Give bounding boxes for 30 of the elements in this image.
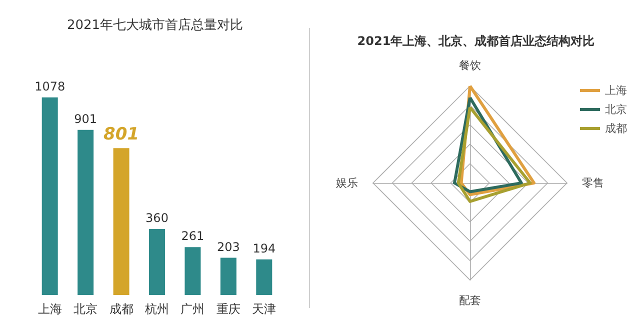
legend-label: 上海 <box>605 84 627 97</box>
x-tick-label: 成都 <box>109 302 134 316</box>
data-label: 261 <box>181 229 204 244</box>
legend-label: 成都 <box>605 122 627 135</box>
x-tick-label: 重庆 <box>216 302 240 316</box>
bar <box>78 130 94 295</box>
bar <box>149 229 165 295</box>
x-tick-label: 天津 <box>252 302 276 316</box>
data-label: 801 <box>104 124 140 145</box>
data-label: 901 <box>74 112 98 126</box>
chart-title: 2021年七大城市首店总量对比 <box>66 17 244 33</box>
x-tick-label: 广州 <box>180 302 205 316</box>
spoke-label: 零售 <box>582 176 604 190</box>
bar <box>256 259 272 295</box>
chart-title: 2021年上海、北京、成都首店业态结构对比 <box>357 34 595 48</box>
data-label: 203 <box>216 240 240 254</box>
legend-label: 北京 <box>605 103 627 116</box>
bar <box>42 97 58 295</box>
spoke-label: 娱乐 <box>336 176 358 190</box>
spoke-label: 餐饮 <box>459 59 481 72</box>
data-label: 360 <box>146 211 168 225</box>
data-label: 194 <box>252 241 276 256</box>
x-tick-label: 北京 <box>74 302 98 316</box>
x-tick-label: 上海 <box>38 302 62 316</box>
data-label: 1078 <box>34 79 66 94</box>
bar <box>184 247 201 295</box>
x-tick-label: 杭州 <box>144 302 169 316</box>
bar <box>113 148 130 295</box>
spoke-label: 配套 <box>459 294 481 307</box>
bar <box>220 258 236 295</box>
